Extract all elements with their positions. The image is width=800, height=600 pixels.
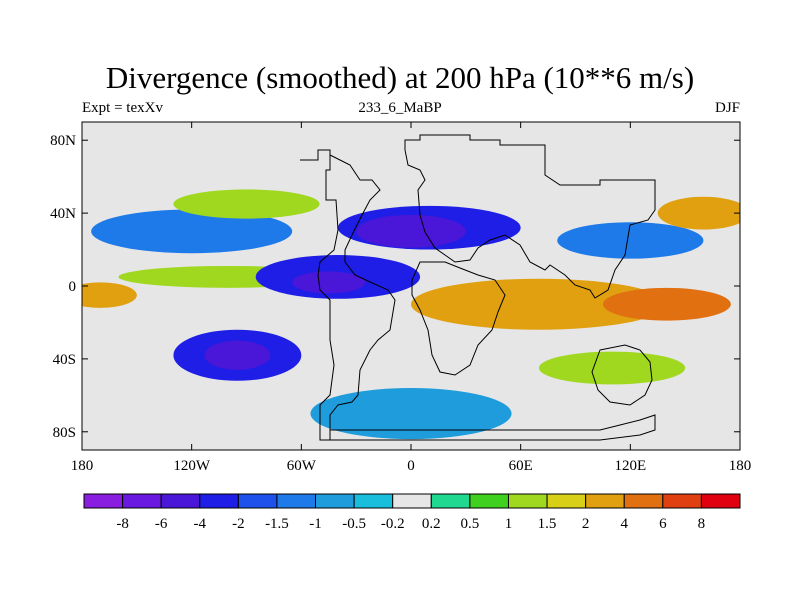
field-pos-w-pacific (602, 287, 731, 321)
colorbar-label: 1.5 (538, 516, 557, 532)
colorbar-swatch (315, 493, 355, 509)
colorbar-label: 8 (698, 516, 706, 532)
y-tick-label: 0 (69, 279, 77, 295)
colorbar-swatch (83, 493, 124, 509)
colorbar-label: -0.2 (381, 516, 405, 532)
colorbar-label: -1.5 (265, 516, 289, 532)
colorbar-label: -1 (309, 516, 322, 532)
plot-area (81, 121, 741, 451)
colorbar-swatch (430, 493, 471, 509)
x-tick-label: 60E (509, 458, 533, 474)
colorbar-swatch (507, 493, 548, 509)
divergence-field (82, 189, 740, 440)
field-pos-s-indian (538, 351, 686, 385)
field-neg-s-pacific-core (204, 340, 271, 370)
field-pos-indian-ocean (411, 278, 667, 330)
colorbar-label: 2 (582, 516, 590, 532)
colorbar-label: -4 (194, 516, 207, 532)
field-pos-e-pacific (82, 282, 137, 308)
coastline-africa (411, 261, 506, 376)
colorbar-swatch (237, 493, 278, 509)
x-tick-label: 180 (71, 458, 94, 474)
x-axis: 180 120W 60W 0 60E 120E 180 (71, 122, 752, 474)
colorbar-swatch (469, 493, 509, 509)
field-neg-w-trop-core (292, 271, 366, 294)
colorbar-swatch (662, 493, 702, 509)
coastline (300, 134, 656, 441)
colorbar: -8 -6 -4 -2 -1.5 -1 -0.5 -0.2 0.2 0.5 1 1.5 2 4 6 8 (83, 493, 741, 532)
field-pos-n-pacific (657, 196, 740, 230)
colorbar-label: 0.5 (461, 516, 480, 532)
field-pos-n-atlantic (173, 189, 320, 219)
colorbar-swatch (700, 493, 741, 509)
x-tick-label: 120E (614, 458, 646, 474)
run-label: 233_6_MaBP (358, 100, 442, 116)
chart-title: Divergence (smoothed) at 200 hPa (10**6 … (105, 60, 695, 95)
colorbar-label: 6 (659, 516, 667, 532)
colorbar-swatch (122, 493, 162, 509)
colorbar-swatch (392, 493, 432, 509)
coastline-australia (591, 344, 653, 406)
colorbar-swatch (276, 493, 317, 509)
colorbar-label: -6 (155, 516, 168, 532)
colorbar-swatch (546, 493, 587, 509)
colorbar-label: 1 (505, 516, 513, 532)
field-neg-s-atlantic (310, 388, 512, 440)
y-tick-label: 80S (53, 425, 76, 441)
coastline-antarctica (320, 414, 656, 441)
coastline-americas (300, 149, 396, 441)
colorbar-swatch (353, 493, 394, 509)
colorbar-swatch (623, 493, 664, 509)
field-neg-n-atlantic-core (356, 214, 466, 248)
y-tick-label: 40S (53, 352, 76, 368)
field-neg-e-asia (557, 222, 704, 259)
colorbar-swatch (160, 493, 201, 509)
colorbar-label: -2 (232, 516, 245, 532)
y-tick-label: 40N (50, 206, 76, 222)
colorbar-label: 4 (620, 516, 628, 532)
field-neg-n-pacific (91, 209, 293, 254)
x-tick-label: 0 (407, 458, 415, 474)
y-tick-label: 80N (50, 133, 76, 149)
y-axis: 80N 40N 0 40S 80S (50, 133, 740, 441)
experiment-label: Expt = texXv (82, 100, 163, 116)
x-tick-label: 60W (287, 458, 317, 474)
coastline-eurasia (404, 134, 656, 299)
x-tick-label: 120W (173, 458, 211, 474)
colorbar-label: -0.5 (342, 516, 366, 532)
colorbar-swatch (585, 493, 625, 509)
colorbar-label: 0.2 (422, 516, 441, 532)
season-label: DJF (714, 100, 740, 116)
colorbar-label: -8 (116, 516, 129, 532)
x-tick-label: 180 (729, 458, 752, 474)
colorbar-swatch (199, 493, 239, 509)
